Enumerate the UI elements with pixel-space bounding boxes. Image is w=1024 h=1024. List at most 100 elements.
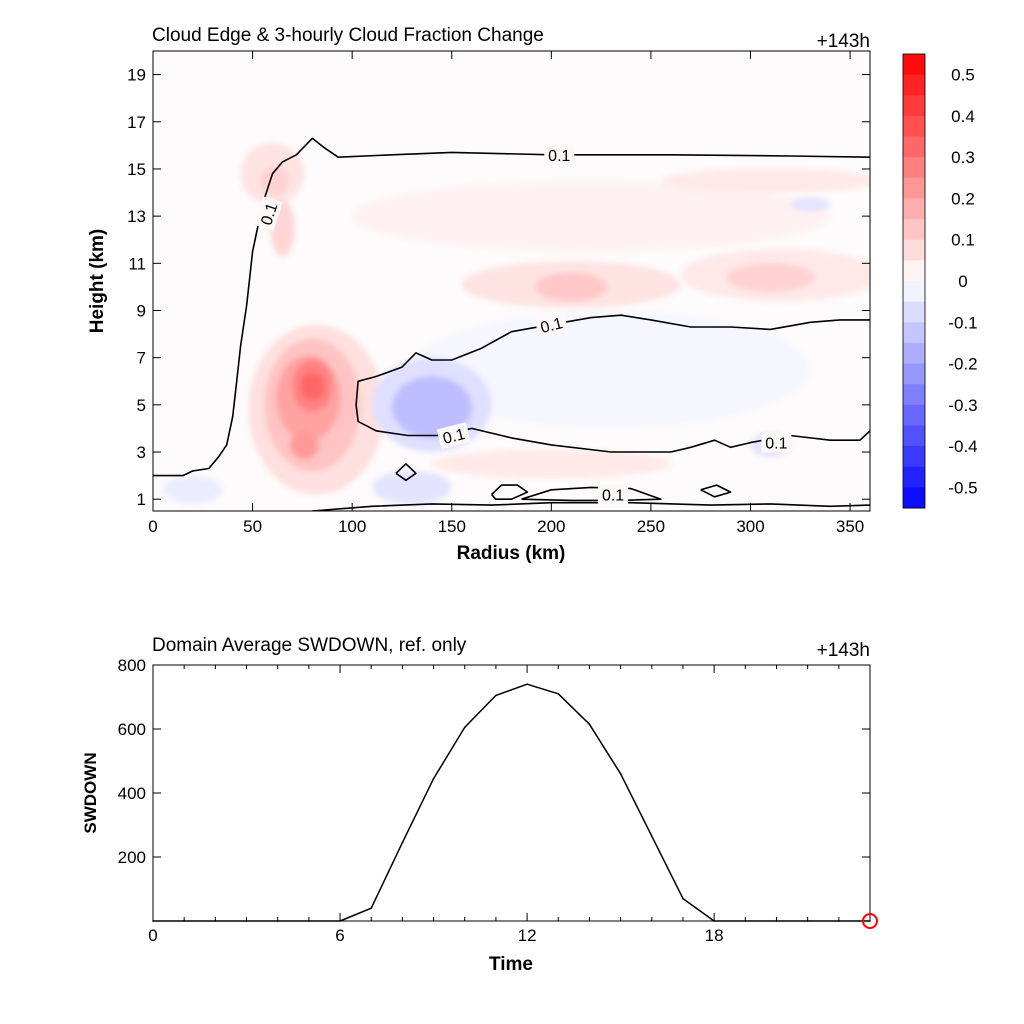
x-tick-label: 12: [518, 926, 537, 945]
contour-line: [700, 484, 732, 498]
x-tick-label: 6: [335, 926, 344, 945]
data-point: [183, 920, 185, 922]
line-y-label: SWDOWN: [81, 752, 100, 833]
contour-label: 0.1: [602, 487, 624, 504]
x-tick-label: 200: [537, 517, 565, 536]
y-tick-label: 13: [127, 207, 146, 226]
line-panel: Domain Average SWDOWN, ref. only +143h 0…: [81, 635, 878, 975]
y-tick-label: 15: [127, 160, 146, 179]
line-series: [152, 683, 878, 929]
fill-region: [535, 272, 608, 302]
data-point: [869, 920, 871, 922]
current-time-marker: [862, 913, 878, 929]
colorbar-bin: [903, 239, 925, 261]
line-x-axis: 0 6 12 18: [148, 665, 871, 945]
contour-label-group: 0.1: [436, 422, 471, 449]
line-time-label: +143h: [817, 640, 870, 661]
x-tick-label: 300: [736, 517, 764, 536]
data-point: [526, 683, 528, 685]
x-tick-label: 0: [148, 926, 157, 945]
y-tick-label: 9: [137, 301, 146, 320]
line-title: Domain Average SWDOWN, ref. only: [152, 635, 467, 656]
colorbar-bin: [903, 115, 925, 138]
y-tick-label: 800: [118, 656, 146, 675]
x-tick-label: 100: [338, 517, 366, 536]
fill-region: [300, 371, 325, 401]
contour-label: 0.1: [441, 426, 467, 448]
colorbar-label: 0.5: [951, 66, 975, 85]
data-point: [463, 726, 466, 729]
contour-y-label: Height (km): [87, 229, 108, 334]
colorbar-bin: [903, 322, 925, 344]
contour-line: [312, 501, 870, 511]
contour-label-bg: [534, 311, 569, 338]
x-tick-label: 150: [438, 517, 466, 536]
data-point: [152, 920, 154, 922]
series-line: [153, 683, 870, 922]
contour-label-group: 0.1: [761, 432, 792, 453]
y-tick-label: 5: [137, 396, 146, 415]
y-tick-label: 19: [127, 66, 146, 85]
contour-line: [395, 463, 417, 482]
colorbar-bin: [903, 384, 925, 406]
fill-region: [392, 376, 472, 438]
colorbar-label: 0.2: [951, 189, 975, 208]
y-tick-label: 600: [118, 720, 146, 739]
contour-label: 0.1: [539, 315, 565, 337]
fill-region: [372, 470, 452, 504]
colorbar-label: 0: [958, 272, 967, 291]
data-point: [401, 841, 404, 844]
contour-time-label: +143h: [817, 31, 870, 52]
contour-label-group: 0.1: [534, 311, 569, 338]
contour-label-group: 0.1: [544, 144, 575, 165]
colorbar-bin: [903, 157, 925, 179]
data-point: [214, 920, 217, 922]
fill-region: [411, 310, 811, 429]
line-plot-frame: [152, 664, 871, 922]
contour-label-bg: [436, 422, 471, 449]
colorbar-label: -0.2: [948, 355, 977, 374]
contour-labels: 0.1 0.1 0.1 0.1 0.1 0.1: [254, 144, 792, 505]
contour-label: 0.1: [258, 201, 281, 228]
colorbar-label: 0.4: [951, 107, 975, 126]
colorbar: 0.5 0.4 0.3 0.2 0.1 0 -0.1 -0.2 -0.3 -0.4 -0.5: [902, 53, 978, 509]
data-point: [339, 920, 341, 922]
contour-line: [355, 314, 870, 453]
colorbar-label: -0.1: [948, 313, 977, 332]
data-point: [370, 907, 373, 909]
data-point: [838, 920, 840, 922]
colorbar-label: -0.4: [948, 437, 977, 456]
x-tick-label: 250: [637, 517, 665, 536]
data-point: [432, 777, 435, 780]
fill-region: [162, 475, 223, 504]
colorbar-bin: [903, 95, 925, 117]
data-point: [775, 920, 778, 922]
colorbar-bin: [903, 301, 925, 323]
data-point: [245, 920, 248, 922]
y-tick-label: 200: [118, 848, 146, 867]
y-tick-label: 1: [137, 490, 146, 509]
fill-region: [726, 263, 815, 292]
colorbar-label: 0.1: [951, 231, 975, 250]
colorbar-label: 0.3: [951, 148, 975, 167]
data-point: [744, 920, 747, 922]
colorbar-bin: [903, 363, 925, 385]
data-point: [557, 693, 560, 695]
y-tick-label: 17: [127, 113, 146, 132]
colorbar-bin: [903, 219, 925, 241]
data-point: [713, 920, 715, 922]
colorbar-bin: [903, 487, 925, 509]
contour-line: [153, 137, 870, 477]
fill-region: [352, 180, 831, 252]
data-point: [806, 920, 809, 922]
y-tick-label: 3: [137, 443, 146, 462]
line-y-axis: 200 400 600 800: [118, 656, 870, 867]
contour-label: 0.1: [765, 436, 787, 453]
contour-title: Cloud Edge & 3-hourly Cloud Fraction Cha…: [152, 25, 544, 46]
data-point: [682, 897, 684, 900]
data-point: [308, 920, 310, 922]
contour-x-label: Radius (km): [457, 543, 566, 564]
y-tick-label: 400: [118, 784, 146, 803]
colorbar-bin: [903, 281, 925, 303]
